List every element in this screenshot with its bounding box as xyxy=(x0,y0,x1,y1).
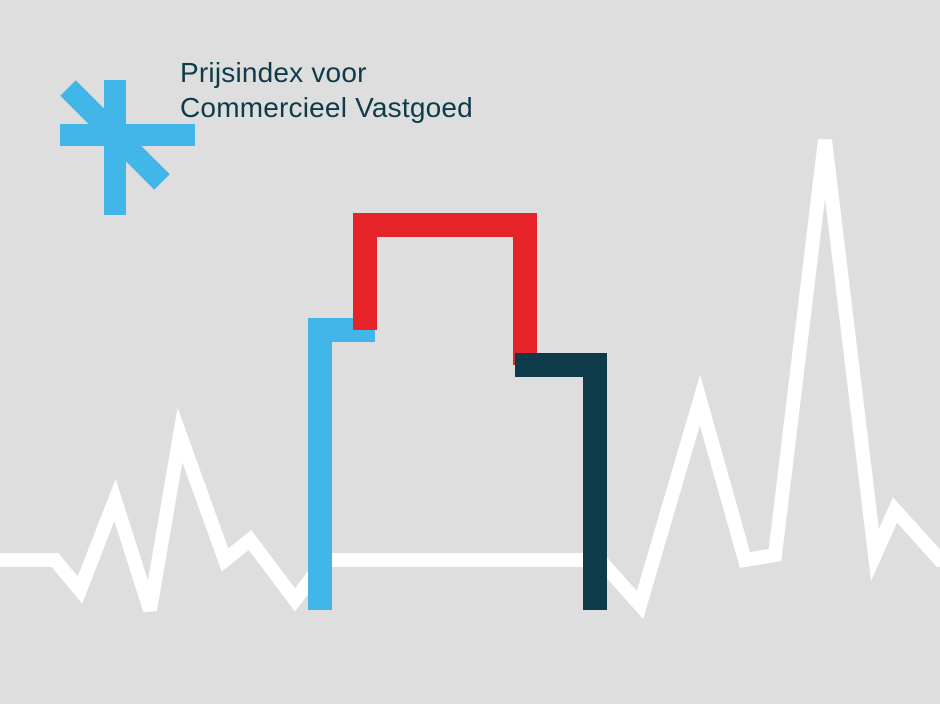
infographic-canvas: Prijsindex voor Commercieel Vastgoed xyxy=(0,0,940,704)
title-line-2: Commercieel Vastgoed xyxy=(180,92,473,123)
title-line-1: Prijsindex voor xyxy=(180,57,367,88)
page-title: Prijsindex voor Commercieel Vastgoed xyxy=(180,55,473,125)
